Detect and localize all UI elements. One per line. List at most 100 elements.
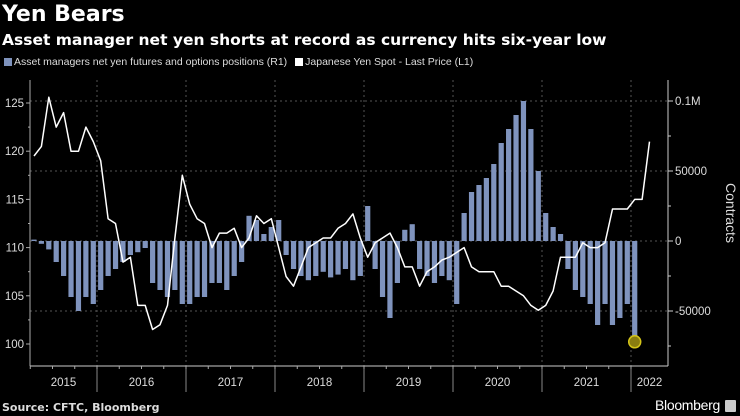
position-bar	[617, 241, 623, 318]
left-axis-tick-label: 110	[6, 243, 24, 255]
source-note: Source: CFTC, Bloomberg	[2, 401, 160, 414]
position-bar	[550, 227, 556, 241]
position-bar	[379, 241, 386, 297]
position-bar	[305, 241, 311, 281]
right-axis-label: Contracts	[723, 183, 739, 243]
x-axis-year-label: 2016	[129, 377, 155, 389]
position-bar	[335, 241, 341, 275]
position-bar	[231, 241, 237, 276]
position-bar	[431, 241, 438, 283]
x-axis-year-label: 2018	[307, 377, 333, 389]
position-bar	[476, 185, 482, 241]
x-axis-year-label: 2015	[51, 377, 77, 389]
legend-label-yen: Japanese Yen Spot - Last Price (L1)	[305, 56, 474, 68]
x-axis-year-label: 2019	[396, 377, 422, 389]
position-bar	[112, 241, 119, 269]
position-bar	[506, 129, 512, 241]
x-axis-year-label: 2022	[637, 377, 663, 389]
position-bar	[179, 241, 185, 304]
position-bar	[90, 241, 96, 304]
position-bar	[127, 241, 133, 255]
position-bar	[98, 241, 104, 290]
position-bar	[172, 241, 178, 290]
left-axis-tick-label: 100	[5, 339, 24, 351]
position-bar	[142, 241, 148, 248]
legend-label-positions: Asset managers net yen futures and optio…	[14, 56, 288, 68]
position-bar	[439, 241, 445, 276]
position-bar	[483, 178, 489, 241]
left-axis-tick-label: 120	[5, 146, 24, 158]
position-bar	[120, 241, 126, 262]
position-bar	[632, 241, 638, 342]
position-bar	[528, 129, 534, 241]
position-bar	[595, 241, 601, 325]
position-bar	[580, 241, 586, 297]
position-bar	[342, 241, 349, 269]
position-bar	[328, 241, 334, 278]
position-bar	[557, 234, 564, 241]
bloomberg-terminal-icon	[725, 400, 736, 412]
x-axis-year-label: 2020	[485, 377, 511, 389]
legend-item-positions: Asset managers net yen futures and optio…	[4, 56, 287, 68]
left-axis-tick-label: 125	[5, 98, 24, 110]
position-bar	[75, 241, 82, 311]
chart-subtitle: Asset manager net yen shorts at record a…	[2, 31, 607, 49]
position-bar	[572, 241, 578, 290]
left-axis-tick-label: 115	[6, 194, 24, 206]
position-bar	[46, 241, 52, 250]
position-bar	[350, 241, 356, 281]
position-bar	[587, 241, 593, 304]
right-axis-tick-label: 0	[675, 236, 681, 248]
chart-title: Yen Bears	[2, 2, 125, 27]
position-bar	[276, 220, 282, 241]
position-bar	[209, 241, 215, 283]
position-bar	[535, 171, 541, 241]
position-bar	[261, 234, 267, 241]
position-bar	[409, 224, 415, 241]
record-short-marker	[627, 335, 642, 349]
position-bar	[246, 215, 252, 241]
position-bar	[624, 241, 630, 304]
position-bar	[468, 192, 475, 241]
position-bar	[187, 241, 193, 304]
bloomberg-logo: Bloomberg	[654, 397, 720, 413]
legend-item-yen: Japanese Yen Spot - Last Price (L1)	[295, 56, 473, 68]
position-bar	[320, 241, 326, 272]
position-bar	[253, 220, 260, 241]
position-bar	[283, 241, 289, 255]
legend: Asset managers net yen futures and optio…	[4, 56, 473, 68]
position-bar	[164, 241, 171, 297]
position-bar	[290, 241, 297, 269]
position-bar	[543, 213, 549, 241]
position-bar	[520, 101, 527, 241]
position-bar	[565, 241, 571, 269]
right-axis-tick-label: -50000	[675, 306, 711, 318]
position-bar	[387, 241, 393, 318]
position-bar	[602, 241, 608, 304]
position-bar	[268, 227, 274, 241]
right-axis-tick-label: 50000	[675, 166, 707, 178]
position-bar	[498, 143, 504, 241]
position-bar	[150, 241, 156, 283]
position-bar	[424, 241, 430, 276]
position-bar	[513, 115, 519, 241]
position-bar	[135, 241, 141, 253]
position-bar	[402, 229, 408, 241]
position-bar	[357, 241, 363, 276]
position-bar	[31, 239, 37, 241]
position-bar	[313, 241, 319, 276]
x-axis-year-label: 2021	[574, 377, 600, 389]
position-bar	[454, 241, 460, 304]
position-bar	[417, 241, 423, 269]
position-bar	[239, 241, 245, 262]
right-axis-tick-label: 0.1M	[675, 96, 701, 108]
position-bar	[68, 241, 74, 297]
legend-swatch-yen	[295, 58, 304, 66]
position-bar	[194, 241, 200, 297]
position-bar	[83, 241, 89, 297]
left-axis-tick-label: 105	[5, 291, 24, 303]
position-bar	[372, 241, 378, 269]
position-bar	[61, 241, 67, 276]
position-bar	[491, 164, 497, 241]
